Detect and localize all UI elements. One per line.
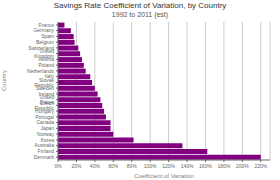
svg-text:France: France	[38, 22, 54, 28]
svg-text:Finland: Finland	[38, 148, 55, 154]
svg-text:Norway: Norway	[37, 131, 54, 137]
svg-text:Switzerland: Switzerland	[28, 45, 54, 51]
svg-text:220%: 220%	[254, 163, 267, 169]
svg-text:Japan: Japan	[40, 125, 54, 131]
svg-text:20%: 20%	[71, 163, 82, 169]
svg-text:Italy: Italy	[45, 73, 55, 79]
svg-text:Belgium: Belgium	[36, 39, 54, 45]
svg-text:Korea: Korea	[41, 137, 55, 143]
svg-text:Poland: Poland	[38, 62, 54, 68]
svg-text:Germany: Germany	[33, 27, 54, 33]
svg-text:80%: 80%	[127, 163, 138, 169]
svg-text:Australia: Australia	[35, 142, 55, 148]
svg-text:CzechRepublic: CzechRepublic	[35, 100, 55, 111]
svg-text:100%: 100%	[144, 163, 157, 169]
svg-text:Spain: Spain	[41, 33, 54, 39]
svg-text:0%: 0%	[54, 163, 62, 169]
svg-text:160%: 160%	[199, 163, 212, 169]
svg-text:Canada: Canada	[36, 119, 54, 125]
svg-text:40%: 40%	[90, 163, 101, 169]
svg-text:Coefficient of Variation: Coefficient of Variation	[134, 173, 194, 179]
svg-text:60%: 60%	[108, 163, 119, 169]
svg-text:120%: 120%	[162, 163, 175, 169]
svg-text:180%: 180%	[218, 163, 231, 169]
svg-text:Ireland: Ireland	[39, 91, 55, 97]
svg-text:Denmark: Denmark	[34, 154, 55, 160]
svg-text:Portugal: Portugal	[35, 114, 54, 120]
svg-text:200%: 200%	[236, 163, 249, 169]
svg-text:140%: 140%	[181, 163, 194, 169]
svg-text:Netherlands: Netherlands	[27, 68, 54, 74]
